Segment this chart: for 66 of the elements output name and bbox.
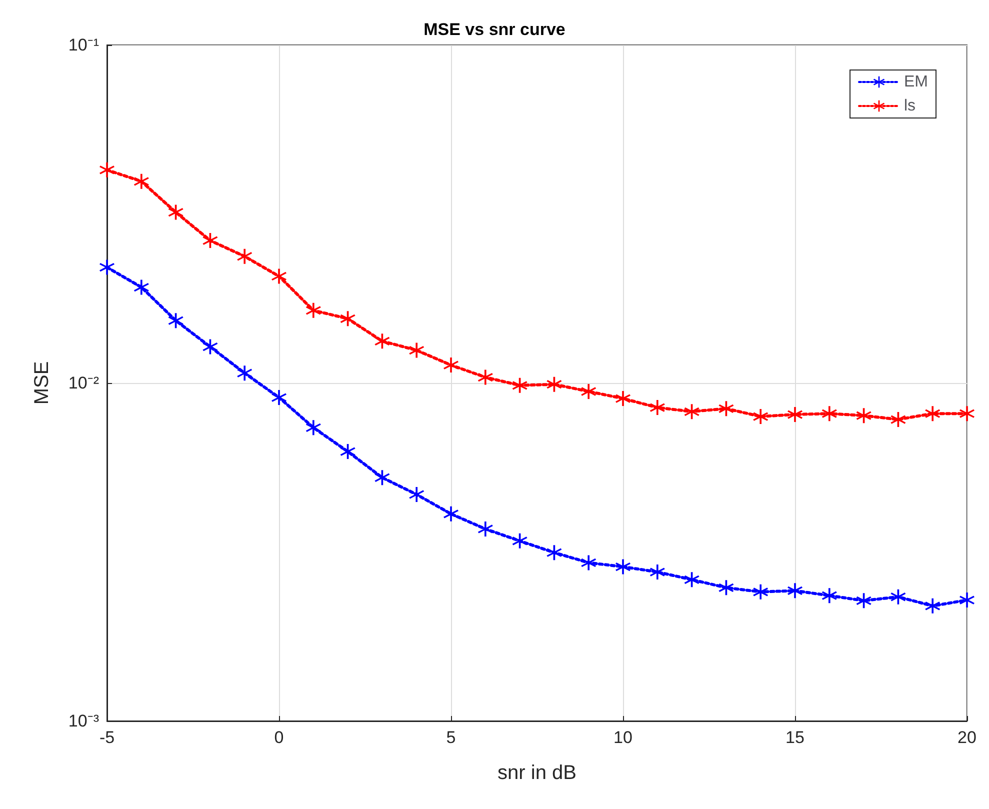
point: [925, 598, 940, 614]
point: [512, 378, 528, 393]
point: [718, 401, 734, 416]
point: [581, 555, 596, 570]
point: [684, 572, 700, 588]
chart-title: MSE vs snr curve: [424, 20, 566, 39]
point: [788, 583, 802, 598]
point: [272, 268, 286, 284]
y-tick-label: 10⁻²: [68, 374, 100, 392]
point: [409, 342, 424, 358]
point: [512, 533, 528, 548]
point: [340, 311, 356, 326]
point: [616, 390, 630, 406]
legend-label: ls: [904, 98, 916, 114]
point: [272, 390, 286, 405]
x-tick-label: 10: [614, 728, 632, 747]
point: [478, 521, 493, 536]
point: [890, 589, 906, 604]
point: [202, 339, 218, 354]
point: [753, 408, 768, 424]
point: [444, 358, 458, 373]
x-tick-label: 0: [274, 728, 284, 747]
x-tick-label: 5: [446, 728, 456, 747]
point: [960, 406, 974, 422]
point: [444, 506, 458, 522]
point: [960, 592, 974, 608]
point: [100, 162, 114, 178]
x-tick-label: -5: [99, 728, 115, 747]
point: [409, 486, 424, 502]
y-axis-title: MSE: [31, 361, 53, 405]
point: [374, 334, 390, 349]
point: [616, 559, 630, 574]
point: [374, 470, 390, 486]
point: [856, 593, 872, 608]
point: [100, 260, 114, 275]
point: [340, 444, 356, 460]
point: [306, 302, 321, 318]
point: [306, 420, 321, 436]
point: [546, 376, 562, 392]
point: [650, 564, 665, 580]
legend-label: EM: [904, 74, 928, 90]
y-tick-label: 10⁻¹: [68, 36, 100, 54]
x-tick-label: 15: [786, 728, 804, 747]
point: [134, 280, 149, 295]
x-axis-title: snr in dB: [498, 762, 576, 784]
point: [168, 313, 184, 328]
point: [856, 408, 872, 424]
point: [650, 400, 665, 416]
point: [753, 584, 768, 600]
point: [168, 204, 184, 220]
point: [478, 370, 493, 385]
x-tick-label: 20: [958, 728, 976, 747]
point: [684, 404, 700, 420]
point: [925, 406, 940, 422]
point: [822, 588, 837, 604]
point: [237, 248, 252, 264]
point: [822, 406, 837, 422]
point: [202, 233, 218, 248]
point: [134, 174, 149, 189]
point: [718, 580, 734, 596]
point: [581, 384, 596, 399]
point: [788, 406, 802, 422]
point: [237, 366, 252, 381]
y-tick-label: 10⁻³: [68, 712, 100, 730]
point: [546, 545, 562, 560]
point: [890, 412, 906, 427]
